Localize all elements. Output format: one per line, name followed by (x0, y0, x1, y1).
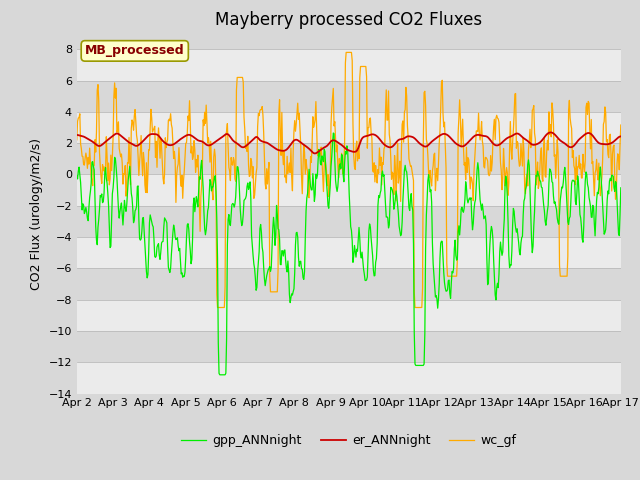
wc_gf (194, 152, 202, 158)
gpp_ANNnight (217, 372, 225, 378)
gpp_ANNnight (73, 173, 81, 179)
er_ANNnight (431, 136, 439, 142)
er_ANNnight (73, 132, 81, 138)
gpp_ANNnight (417, 362, 424, 368)
er_ANNnight (83, 135, 90, 141)
wc_gf (617, 122, 625, 128)
er_ANNnight (194, 137, 202, 143)
wc_gf (139, 173, 147, 179)
er_ANNnight (139, 139, 147, 144)
er_ANNnight (617, 133, 625, 139)
er_ANNnight (223, 131, 230, 137)
gpp_ANNnight (223, 242, 231, 248)
wc_gf (223, 120, 231, 126)
gpp_ANNnight (83, 209, 90, 215)
Y-axis label: CO2 Flux (urology/m2/s): CO2 Flux (urology/m2/s) (30, 138, 43, 289)
Line: gpp_ANNnight: gpp_ANNnight (77, 133, 621, 375)
Bar (77, 362, 621, 394)
gpp_ANNnight (617, 185, 625, 191)
Bar (77, 49, 621, 81)
Line: wc_gf: wc_gf (77, 52, 621, 308)
Title: Mayberry processed CO2 Fluxes: Mayberry processed CO2 Fluxes (215, 11, 483, 29)
Text: MB_processed: MB_processed (85, 44, 184, 58)
gpp_ANNnight (330, 130, 337, 136)
er_ANNnight (547, 130, 554, 135)
Bar (77, 112, 621, 143)
er_ANNnight (311, 151, 319, 156)
Bar (77, 237, 621, 268)
gpp_ANNnight (433, 293, 440, 299)
Line: er_ANNnight: er_ANNnight (77, 132, 621, 154)
wc_gf (417, 305, 424, 311)
wc_gf (214, 305, 222, 311)
Bar (77, 174, 621, 206)
Legend: gpp_ANNnight, er_ANNnight, wc_gf: gpp_ANNnight, er_ANNnight, wc_gf (176, 429, 522, 452)
wc_gf (73, 137, 81, 143)
wc_gf (343, 49, 351, 55)
wc_gf (83, 155, 90, 160)
wc_gf (433, 173, 440, 179)
gpp_ANNnight (194, 204, 202, 210)
gpp_ANNnight (139, 215, 147, 221)
Bar (77, 300, 621, 331)
er_ANNnight (416, 141, 424, 146)
